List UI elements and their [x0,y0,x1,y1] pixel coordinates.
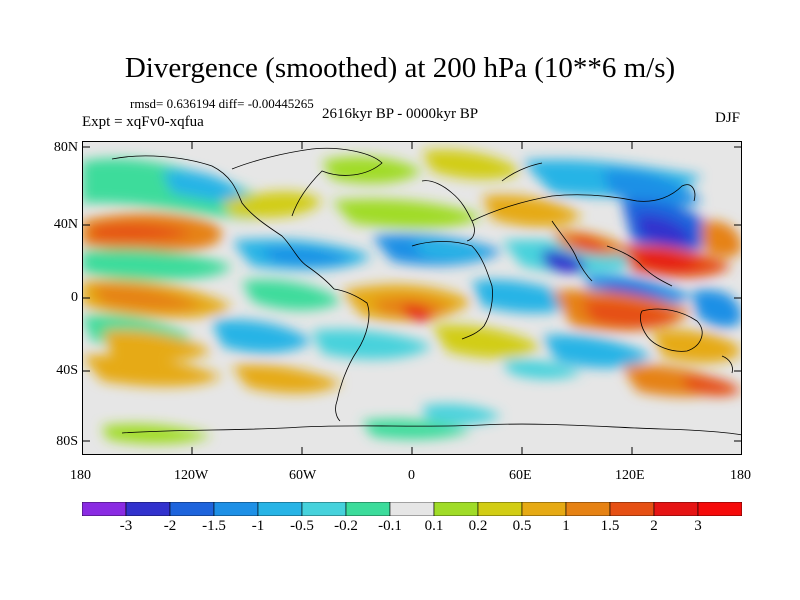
colorbar-swatch [257,502,303,516]
colorbar-label: 1 [562,518,570,534]
lon-label-120e: 120E [615,468,645,483]
colorbar-swatch [653,502,699,516]
colorbar-swatch [213,502,259,516]
lat-label-80n: 80N [53,140,78,155]
rmsd-diff-stats: rmsd= 0.636194 diff= -0.00445265 [130,96,314,111]
colorbar-label: -0.1 [378,518,402,534]
lon-label-60e: 60E [509,468,532,483]
colorbar-swatch [697,502,742,516]
colorbar-swatch [301,502,347,516]
colorbar-swatch [82,502,127,516]
colorbar-label: 0.2 [468,518,488,534]
lat-label-40s: 40S [56,363,78,378]
colorbar-swatch [433,502,479,516]
lon-label-120w: 120W [174,468,209,483]
colorbar-label: 0.1 [424,518,444,534]
colorbar-swatch [609,502,655,516]
colorbar-label: -2 [163,518,177,534]
lat-label-0: 0 [71,290,78,305]
experiment-label: Expt = xqFv0-xqfua [82,114,204,130]
divergence-field [82,147,742,444]
colorbar [82,502,742,516]
coastlines [111,147,742,436]
colorbar-label: -1.5 [202,518,226,534]
time-period-label: 2616kyr BP - 0000kyr BP [322,106,479,122]
colorbar-swatch [477,502,523,516]
colorbar-label: 3 [694,518,702,534]
colorbar-swatch [125,502,171,516]
colorbar-swatch [565,502,611,516]
colorbar-swatch [345,502,391,516]
lon-label-0: 0 [408,468,415,483]
lat-label-40n: 40N [53,217,78,232]
colorbar-label: 0.5 [512,518,532,534]
colorbar-swatch [521,502,567,516]
colorbar-label: -0.5 [290,518,314,534]
colorbar-label: 1.5 [600,518,620,534]
lon-label-180e: 180 [730,468,751,483]
colorbar-label: -0.2 [334,518,358,534]
lat-label-80s: 80S [56,434,78,449]
divergence-map [82,141,742,455]
colorbar-swatch [389,502,435,516]
colorbar-label: -3 [119,518,133,534]
lon-label-180w: 180 [70,468,91,483]
colorbar-swatch [169,502,215,516]
plot-title: Divergence (smoothed) at 200 hPa (10**6 … [124,52,676,84]
axis-ticks [82,141,742,455]
season-label: DJF [714,110,740,126]
lon-label-60w: 60W [289,468,317,483]
colorbar-label: -1 [251,518,265,534]
colorbar-label: 2 [650,518,658,534]
